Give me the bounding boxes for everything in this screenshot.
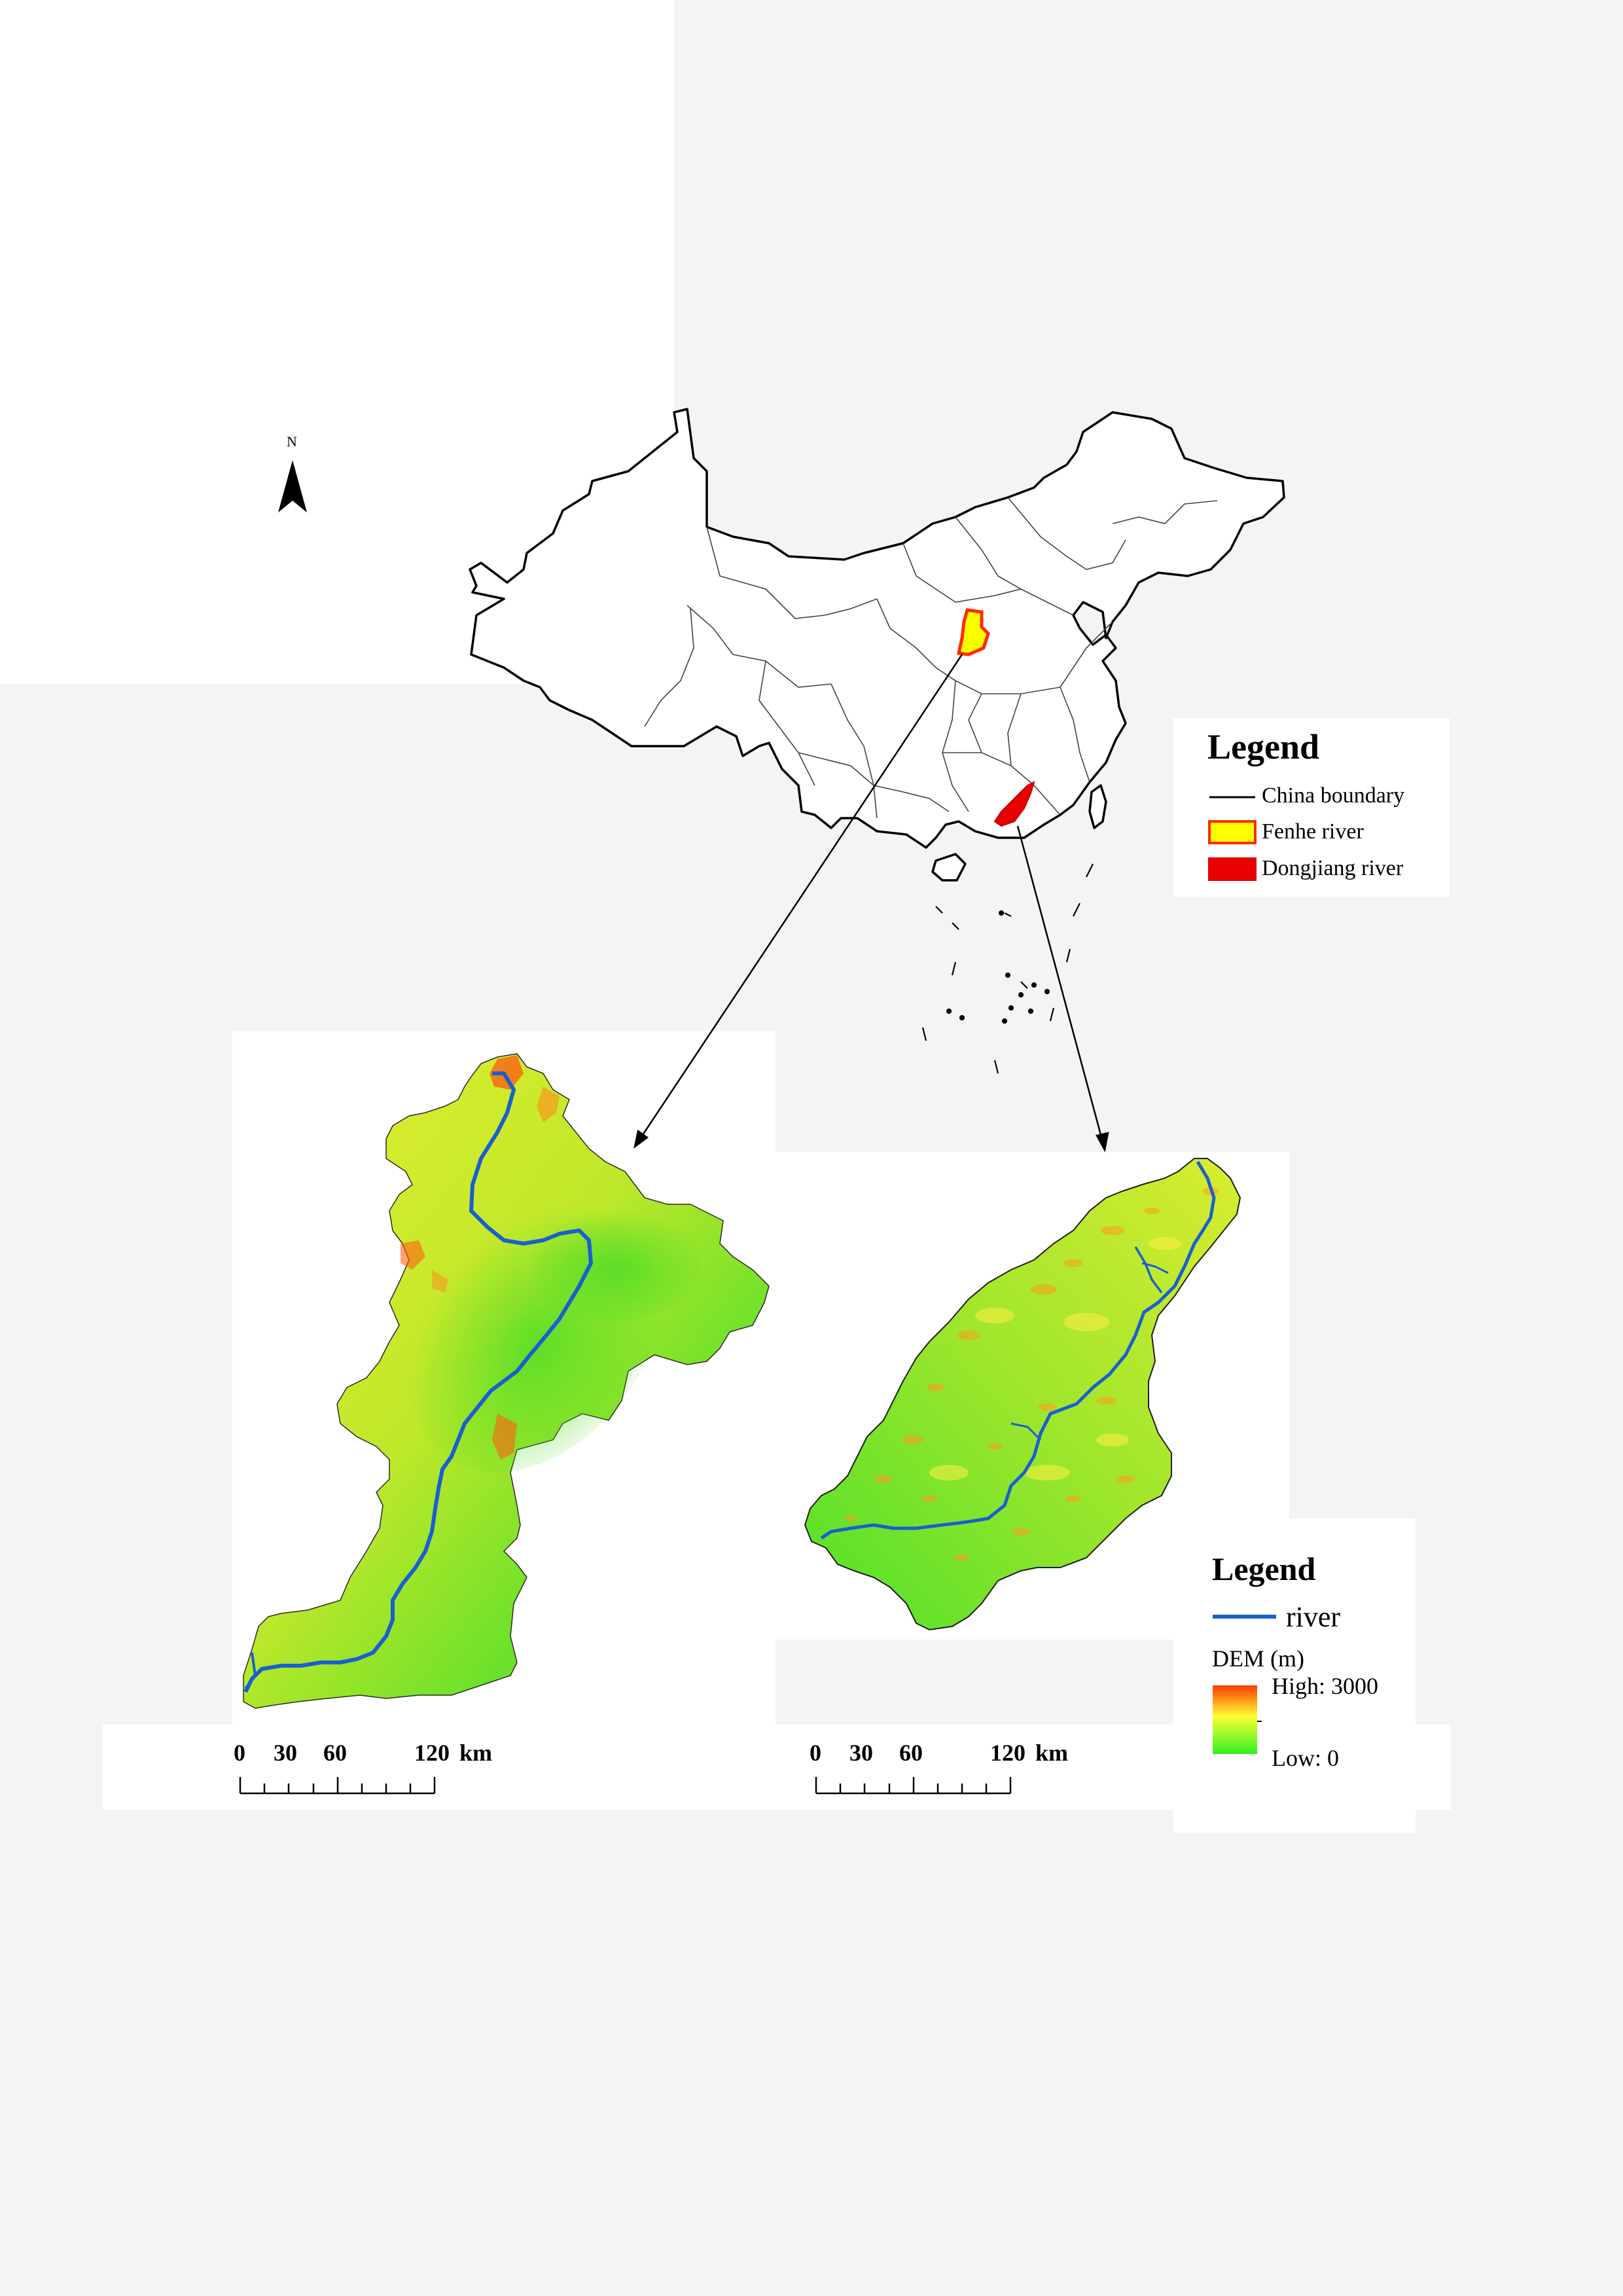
scale-dongjiang-tick-120: 120 [990,1740,1026,1766]
main-legend-title: Legend [1207,727,1320,766]
scale-fenhe-tick-30: 30 [274,1740,297,1766]
scale-bar-fenhe [239,1777,436,1795]
scale-fenhe-tick-0: 0 [234,1740,245,1766]
north-arrow-icon [278,460,307,512]
scale-dongjiang-tick-30: 30 [849,1740,873,1766]
fenhe-river-line [243,1071,593,1693]
dem-high-label: High: 3000 [1272,1673,1379,1699]
dem-color-ramp [1213,1685,1257,1754]
pointer-arrows [633,654,1109,1153]
scale-dongjiang-tick-0: 0 [810,1740,821,1766]
dem-legend-panel [1173,1518,1416,1833]
dongjiang-basin-highlight [993,781,1035,827]
scale-fenhe-unit: km [459,1740,493,1766]
scale-fenhe-tick-120: 120 [414,1740,450,1766]
scale-dongjiang-unit: km [1035,1740,1069,1766]
dem-low-label: Low: 0 [1272,1745,1339,1771]
scale-bar-dongjiang [815,1777,1012,1795]
legend-fenhe-label: Fenhe river [1262,819,1364,844]
legend-dongjiang-label: Dongjiang river [1262,856,1404,880]
scale-fenhe-tick-60: 60 [323,1740,347,1766]
dem-title: DEM (m) [1212,1645,1304,1672]
china-boundary-map [469,408,1285,882]
fenhe-dem-map [243,1053,770,1709]
scale-dongjiang-tick-60: 60 [899,1740,923,1766]
fenhe-basin-highlight [956,608,990,656]
legend-china-boundary-label: China boundary [1262,783,1405,808]
province-boundaries [644,497,1218,819]
dongjiang-dem-map [804,1158,1241,1631]
south-china-sea-islands [921,863,1094,1074]
legend-river-label: river [1286,1601,1341,1633]
legend-dongjiang-symbol [1208,857,1257,881]
dongjiang-river-line [820,1160,1216,1540]
north-arrow-label: N [287,433,297,450]
dem-legend-title: Legend [1212,1551,1316,1587]
legend-fenhe-symbol [1208,820,1257,844]
